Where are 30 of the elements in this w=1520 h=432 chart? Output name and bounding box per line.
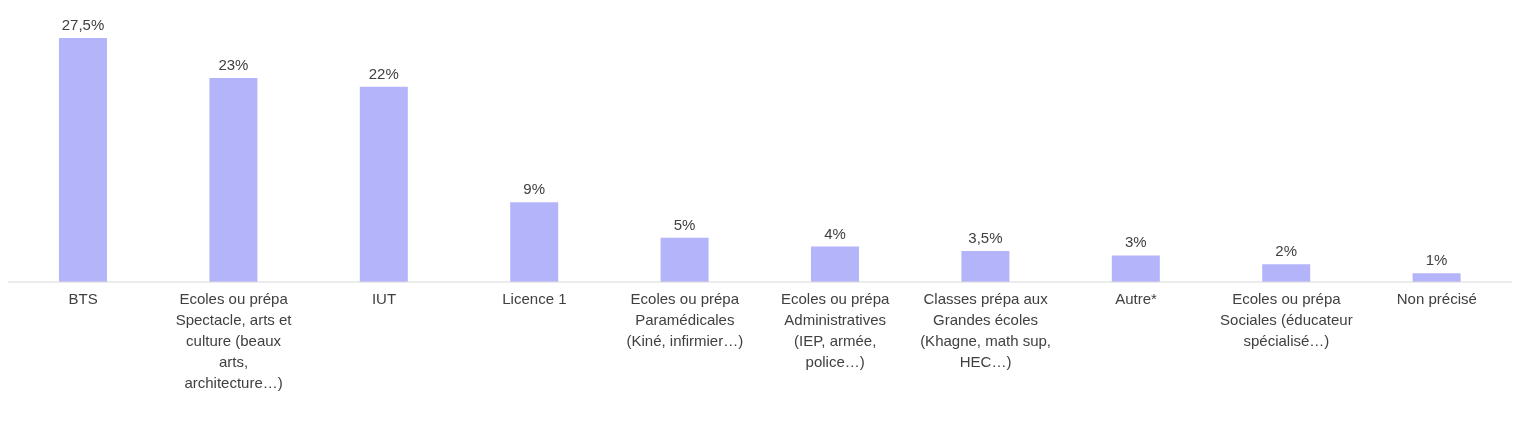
bar [1412,273,1461,282]
data-label: 27,5% [61,16,105,33]
data-label: 9% [523,180,546,198]
data-label: 22% [368,64,399,82]
data-label: 23% [218,55,249,73]
x-tick-label: Licence 1 [502,290,567,307]
data-label: 2% [1275,242,1298,260]
data-label: 1% [1425,251,1448,269]
x-tick-label: Ecoles ou prépa Sociales (éducateur spécialisé…) [1220,290,1353,349]
bar [209,77,258,282]
data-label: 5% [673,215,696,233]
x-tick-label: Non précisé [1396,290,1477,307]
data-label: 3% [1124,233,1147,251]
x-tick-label: Ecoles ou prépa Spectacle, arts et culture (beaux arts, architecture…) [175,290,293,391]
x-tick-label: IUT [371,290,397,307]
x-tick-label: Ecoles ou prépa Administratives (IEP, armée, police…) [781,290,891,370]
x-tick-label: Autre* [1115,290,1157,307]
bar [510,202,559,282]
bar [660,237,709,282]
x-tick-label: Ecoles ou prépa Paramédicales (Kiné, infirmier…) [626,290,744,349]
x-tick-label: Classes prépa aux Grandes écoles (Khagne, math sup, HEC…) [920,290,1052,370]
bar [59,38,107,282]
x-tick-label: BTS [68,290,98,307]
bar [961,250,1010,282]
bar [359,86,408,282]
bar [1262,264,1311,282]
bar [811,246,859,282]
data-label: 3,5% [968,228,1003,246]
bar [1111,255,1160,282]
data-label: 4% [824,224,846,242]
